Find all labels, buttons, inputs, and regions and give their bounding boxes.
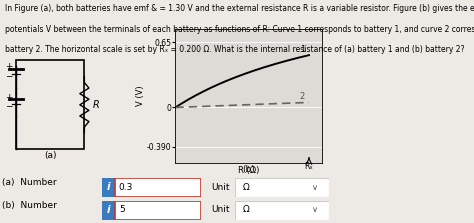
Text: (b): (b) [243,165,255,174]
Text: potentials V between the terminals of each battery as functions of R: Curve 1 co: potentials V between the terminals of ea… [5,25,474,33]
Bar [115,201,201,220]
Text: i: i [107,182,110,192]
Text: 0.3: 0.3 [119,183,133,192]
Text: In Figure (a), both batteries have emf & = 1.30 V and the external resistance R : In Figure (a), both batteries have emf &… [5,4,474,13]
Text: Rₓ: Rₓ [305,162,313,171]
Text: ∨: ∨ [312,205,319,214]
Text: 2: 2 [300,92,305,101]
X-axis label: R (Ω): R (Ω) [238,165,260,175]
Text: Unit: Unit [211,205,229,214]
Bar [102,201,115,220]
Text: ∨: ∨ [312,183,319,192]
Text: (a)  Number: (a) Number [2,178,57,187]
Text: 5: 5 [119,205,125,214]
Text: Ω: Ω [242,205,249,214]
Text: i: i [107,205,110,215]
Text: 1: 1 [300,45,305,54]
Text: +: + [5,93,12,101]
Text: (a): (a) [44,151,56,160]
Text: R: R [92,100,99,110]
Text: Ω: Ω [242,183,249,192]
Text: Unit: Unit [211,183,229,192]
Y-axis label: V (V): V (V) [136,86,145,106]
Text: (b)  Number: (b) Number [2,201,57,210]
Text: −: − [5,71,12,80]
Bar [102,178,115,197]
Bar [115,178,201,197]
Text: battery 2. The horizontal scale is set by Rₓ = 0.200 Ω. What is the internal res: battery 2. The horizontal scale is set b… [5,45,464,54]
Text: +: + [5,62,12,71]
Text: −: − [5,101,12,110]
